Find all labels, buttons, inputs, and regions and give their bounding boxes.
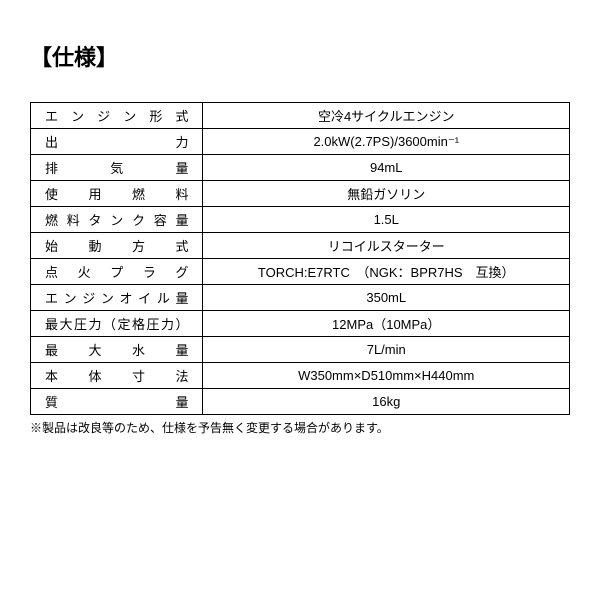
spec-label: 出力 — [31, 129, 203, 155]
spec-label: 排気量 — [31, 155, 203, 181]
table-row: 排気量94mL — [31, 155, 570, 181]
section-title: 【仕様】 — [30, 40, 570, 72]
table-row: 点火プラグTORCH:E7RTC （NGK：BPR7HS 互換） — [31, 259, 570, 285]
spec-label: 始動方式 — [31, 233, 203, 259]
spec-value: 7L/min — [203, 337, 570, 363]
spec-value: 12MPa（10MPa） — [203, 311, 570, 337]
spec-value: リコイルスターター — [203, 233, 570, 259]
table-row: エンジンオイル量350mL — [31, 285, 570, 311]
table-row: エンジン形式空冷4サイクルエンジン — [31, 103, 570, 129]
spec-label: 使用燃料 — [31, 181, 203, 207]
spec-value: 空冷4サイクルエンジン — [203, 103, 570, 129]
spec-value: 2.0kW(2.7PS)/3600min⁻¹ — [203, 129, 570, 155]
table-row: 最大圧力（定格圧力）12MPa（10MPa） — [31, 311, 570, 337]
spec-label: エンジンオイル量 — [31, 285, 203, 311]
spec-value: 16kg — [203, 389, 570, 415]
spec-value: TORCH:E7RTC （NGK：BPR7HS 互換） — [203, 259, 570, 285]
spec-value: 1.5L — [203, 207, 570, 233]
spec-label: 点火プラグ — [31, 259, 203, 285]
spec-value: 94mL — [203, 155, 570, 181]
spec-label: 最大圧力（定格圧力） — [31, 311, 203, 337]
table-row: 本体寸法W350mm×D510mm×H440mm — [31, 363, 570, 389]
spec-label: エンジン形式 — [31, 103, 203, 129]
spec-table: エンジン形式空冷4サイクルエンジン出力2.0kW(2.7PS)/3600min⁻… — [30, 102, 570, 415]
spec-label: 本体寸法 — [31, 363, 203, 389]
table-row: 最大水量7L/min — [31, 337, 570, 363]
table-row: 使用燃料無鉛ガソリン — [31, 181, 570, 207]
spec-value: 無鉛ガソリン — [203, 181, 570, 207]
spec-value: W350mm×D510mm×H440mm — [203, 363, 570, 389]
footnote: ※製品は改良等のため、仕様を予告無く変更する場合があります。 — [30, 419, 570, 436]
spec-value: 350mL — [203, 285, 570, 311]
table-row: 始動方式リコイルスターター — [31, 233, 570, 259]
table-row: 質量16kg — [31, 389, 570, 415]
spec-label: 質量 — [31, 389, 203, 415]
table-row: 出力2.0kW(2.7PS)/3600min⁻¹ — [31, 129, 570, 155]
spec-label: 燃料タンク容量 — [31, 207, 203, 233]
spec-label: 最大水量 — [31, 337, 203, 363]
table-row: 燃料タンク容量1.5L — [31, 207, 570, 233]
